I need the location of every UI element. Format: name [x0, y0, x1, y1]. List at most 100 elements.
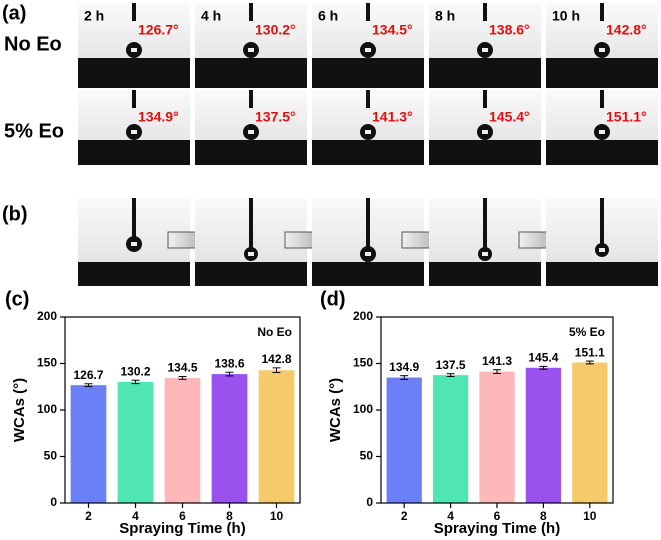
droplet-highlight [482, 48, 488, 52]
droplet-highlight [131, 130, 137, 134]
x-axis-label: Spraying Time (h) [434, 520, 560, 537]
contact-angle: 134.9° [138, 109, 179, 125]
droplet-highlight [131, 48, 137, 52]
substrate [546, 140, 658, 165]
substrate [195, 58, 307, 88]
value-label: 141.3 [482, 354, 512, 368]
value-label: 142.8 [261, 352, 291, 366]
contact-angle: 151.1° [606, 109, 647, 125]
y-tick-label: 100 [353, 402, 373, 416]
substrate [546, 262, 658, 286]
row-label: 5% Eo [4, 120, 64, 142]
bar [211, 374, 248, 503]
value-label: 130.2 [120, 364, 150, 378]
substrate [78, 140, 190, 165]
droplet-highlight [248, 130, 254, 134]
x-tick-label: 8 [540, 509, 547, 523]
substrate [78, 58, 190, 88]
x-tick-label: 2 [401, 509, 408, 523]
y-tick-label: 50 [360, 449, 374, 463]
droplet-highlight [131, 242, 137, 246]
contact-angle: 130.2° [255, 22, 296, 38]
row-label: No Eo [4, 33, 62, 55]
value-label: 134.9 [389, 360, 419, 374]
time-label: 8 h [435, 8, 455, 24]
needle [600, 198, 604, 244]
panel-label: (d) [320, 288, 346, 310]
droplet-highlight [365, 48, 371, 52]
time-label: 10 h [552, 8, 580, 24]
needle [483, 90, 487, 108]
y-tick-label: 100 [37, 402, 57, 416]
bar [525, 367, 562, 503]
y-tick-label: 150 [37, 356, 57, 370]
contact-angle: 137.5° [255, 109, 296, 125]
time-label: 6 h [318, 8, 338, 24]
substrate [312, 58, 424, 88]
droplet-highlight [599, 130, 605, 134]
droplet-highlight [248, 252, 254, 256]
time-label: 2 h [84, 8, 104, 24]
panel-label: (c) [5, 288, 29, 310]
needle [132, 198, 136, 238]
y-tick-label: 200 [37, 309, 57, 323]
substrate [312, 140, 424, 165]
contact-angle: 145.4° [489, 109, 530, 125]
needle [132, 3, 136, 21]
panel-label: (a) [2, 2, 26, 24]
contact-angle: 138.6° [489, 22, 530, 38]
plot-frame [380, 316, 614, 504]
value-label: 151.1 [575, 345, 605, 359]
x-tick-label: 8 [226, 509, 233, 523]
y-tick-label: 50 [44, 449, 58, 463]
x-tick-label: 10 [270, 509, 284, 523]
needle [249, 3, 253, 21]
droplet-highlight [248, 48, 254, 52]
droplet-highlight [482, 252, 488, 256]
needle [483, 3, 487, 21]
y-tick-label: 200 [353, 309, 373, 323]
bar [70, 385, 107, 503]
x-tick-label: 4 [132, 509, 139, 523]
x-tick-label: 6 [179, 509, 186, 523]
y-tick-label: 150 [353, 356, 373, 370]
bar [386, 377, 422, 503]
needle [366, 90, 370, 108]
substrate [312, 262, 424, 286]
value-label: 137.5 [436, 358, 466, 372]
x-tick-label: 2 [85, 509, 92, 523]
substrate [195, 262, 307, 286]
substrate [429, 262, 541, 286]
panel-label: (b) [2, 203, 28, 225]
y-axis-label: WCAs (°) [327, 378, 344, 442]
y-tick-label: 0 [50, 495, 57, 509]
substrate [429, 140, 541, 165]
needle [249, 198, 253, 248]
bar [572, 362, 608, 503]
annotation: 5% Eo [569, 325, 605, 339]
bar [479, 371, 515, 503]
substrate [78, 262, 190, 286]
needle [600, 3, 604, 21]
time-label: 4 h [201, 8, 221, 24]
value-label: 134.5 [167, 361, 197, 375]
contact-angle: 126.7° [138, 22, 179, 38]
bar [432, 375, 469, 503]
needle [366, 3, 370, 21]
droplet-highlight [599, 248, 605, 252]
annotation: No Eo [257, 325, 292, 339]
x-axis-label: Spraying Time (h) [119, 520, 245, 537]
y-tick-label: 0 [366, 495, 373, 509]
value-label: 138.6 [214, 356, 244, 370]
substrate [429, 58, 541, 88]
bar [258, 370, 295, 503]
droplet-highlight [365, 252, 371, 256]
value-label: 126.7 [73, 368, 103, 382]
x-tick-label: 10 [583, 509, 597, 523]
droplet-highlight [482, 130, 488, 134]
needle [249, 90, 253, 108]
needle [132, 90, 136, 108]
value-label: 145.4 [528, 351, 558, 365]
